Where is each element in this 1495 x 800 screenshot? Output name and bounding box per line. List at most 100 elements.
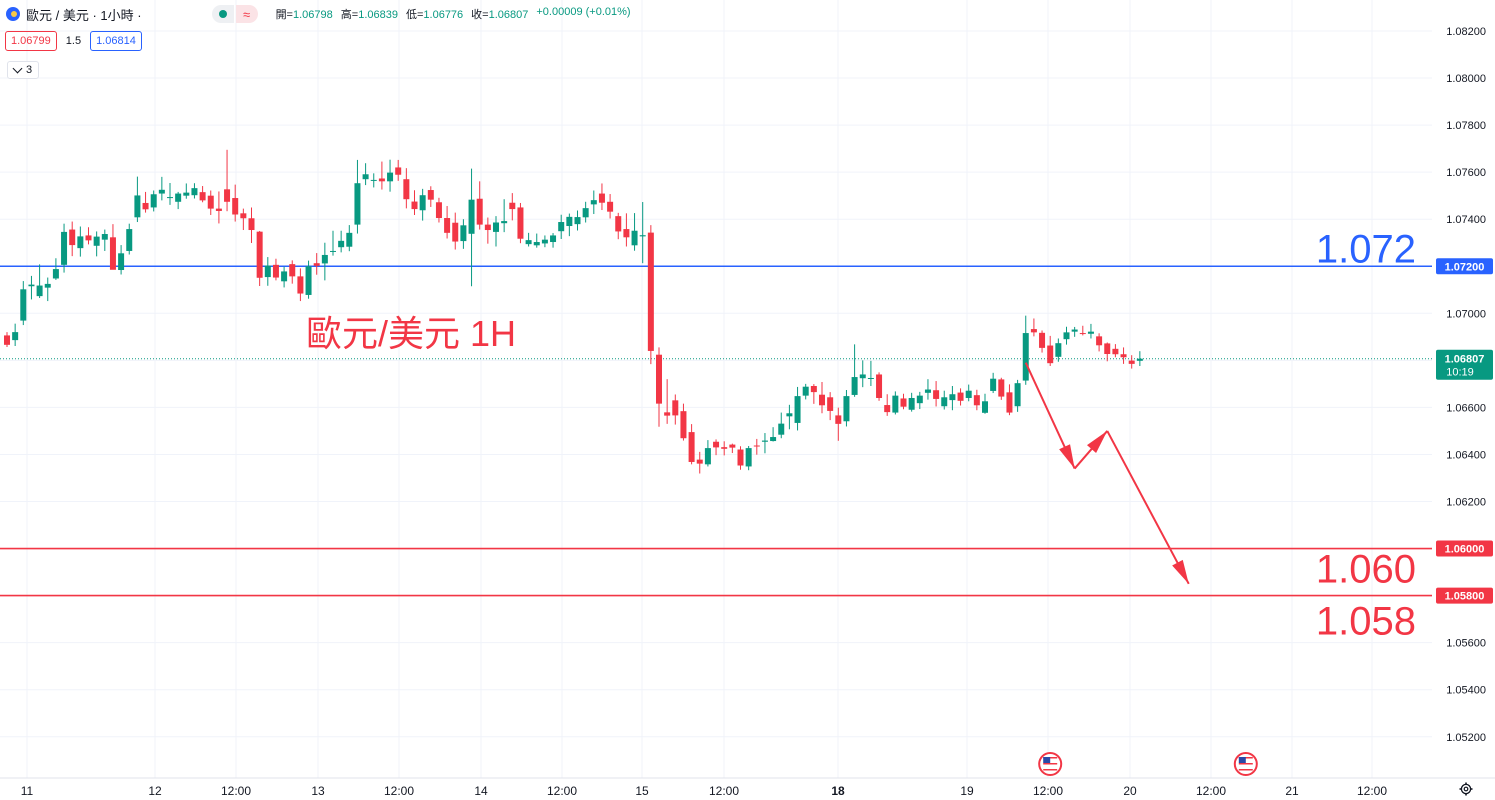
price-level-axis-label: 1.07200: [1445, 261, 1485, 273]
low-value: 1.06776: [423, 9, 464, 21]
flag-stripe: [1238, 763, 1253, 765]
settings-gear-icon[interactable]: [1459, 782, 1473, 796]
candle: [1136, 351, 1143, 366]
price-level-axis-badge: [1436, 540, 1493, 557]
time-axis: 11 12 12:00 13 12:00 14 12:00 15 12:00 18 19 12:00 2…: [0, 777, 1495, 798]
candle: [297, 268, 304, 302]
price-level-axis-label: 1.06000: [1445, 544, 1485, 556]
x-tick-label: 12:00: [221, 784, 251, 798]
candle: [941, 390, 948, 410]
x-tick-label: 13: [311, 784, 325, 798]
candle: [770, 427, 777, 442]
candle-body: [85, 235, 92, 241]
candle-body: [12, 332, 19, 341]
candle-body: [460, 225, 467, 242]
candle-body: [656, 354, 662, 404]
candle: [199, 186, 206, 203]
candle-body: [264, 265, 271, 278]
candle-body: [607, 201, 614, 212]
candle: [1022, 315, 1029, 385]
candle: [36, 264, 43, 299]
candle: [20, 281, 27, 326]
candle: [52, 258, 59, 280]
candle-body: [990, 378, 997, 391]
candle-body: [1055, 343, 1062, 357]
candle: [346, 225, 353, 252]
candle-body: [933, 390, 940, 399]
x-tick-label: 11: [21, 784, 34, 798]
candle-body: [330, 250, 336, 252]
candle: [631, 213, 638, 251]
price-level-label: 1.058: [1316, 600, 1416, 644]
candle: [1047, 335, 1054, 366]
candle-body: [590, 200, 597, 205]
candle-body: [770, 437, 777, 442]
candle-body: [4, 335, 10, 345]
candle-body: [639, 235, 646, 237]
candle: [272, 258, 279, 281]
candle: [435, 197, 442, 223]
change-value: +0.00009 (+0.01%): [536, 6, 631, 18]
candle-body: [867, 377, 874, 379]
candle-body: [362, 174, 369, 180]
candle: [264, 257, 271, 286]
candle-body: [941, 397, 948, 407]
open-value: 1.06798: [293, 9, 333, 21]
candle-body: [688, 432, 695, 462]
candle: [44, 277, 51, 302]
us-flag-event-icon[interactable]: [1233, 752, 1258, 776]
candle-body: [77, 236, 84, 249]
candle-body: [859, 374, 866, 379]
candle: [713, 439, 720, 456]
candle: [672, 394, 679, 425]
candle-body: [493, 222, 499, 232]
candle: [215, 191, 222, 224]
candle: [484, 217, 491, 244]
candle: [574, 210, 581, 231]
market-status-pill[interactable]: ≈: [211, 5, 258, 23]
candle: [1006, 384, 1013, 416]
candle: [403, 168, 410, 209]
candle: [688, 424, 695, 465]
candle-body: [142, 202, 149, 210]
buy-button[interactable]: 1.06814: [90, 31, 142, 51]
candle-body: [215, 208, 222, 211]
forecast-arrow-line: [1106, 430, 1190, 585]
candle: [330, 230, 336, 256]
x-tick-label: 12:00: [1033, 784, 1063, 798]
candle-body: [631, 230, 638, 246]
candle-body: [452, 222, 459, 242]
close-value: 1.06807: [488, 9, 529, 21]
chevron-down-icon: [12, 63, 23, 74]
candle: [590, 190, 597, 215]
candle: [248, 207, 255, 243]
x-tick-label: 12:00: [547, 784, 577, 798]
candle-body: [998, 379, 1005, 397]
candle-body: [387, 172, 394, 182]
candle: [933, 381, 940, 407]
candle-body: [150, 194, 157, 208]
candle-body: [484, 224, 491, 231]
candle-body: [802, 386, 809, 396]
candle-body: [93, 236, 100, 246]
candle: [321, 242, 328, 281]
candle: [1096, 333, 1103, 352]
candle: [1112, 344, 1119, 358]
us-flag-event-icon[interactable]: [1038, 752, 1063, 776]
candle-body: [427, 190, 434, 200]
candle-body: [1096, 336, 1103, 346]
sell-button[interactable]: 1.06799: [5, 31, 57, 51]
high-label: 高=: [340, 9, 359, 21]
candle-body: [183, 192, 190, 196]
candle: [501, 199, 508, 233]
candle: [411, 190, 418, 215]
indicators-toggle[interactable]: 3: [7, 61, 40, 79]
candle: [28, 275, 35, 300]
symbol-title[interactable]: 歐元 / 美元 · 1小時 ·: [26, 7, 142, 23]
candle: [313, 253, 320, 275]
euro-dollar-flag-icon: [6, 7, 20, 21]
candle: [550, 233, 557, 248]
open-label: 開=: [275, 9, 293, 21]
candle: [354, 159, 361, 234]
